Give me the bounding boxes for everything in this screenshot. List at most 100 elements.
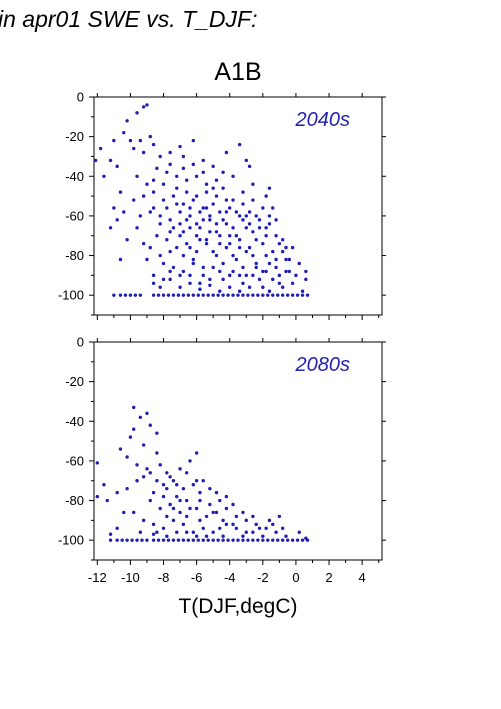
data-point [251, 530, 255, 534]
data-point [218, 526, 222, 530]
data-point [120, 538, 124, 542]
x-tick-label: 0 [292, 570, 299, 585]
data-point [135, 111, 139, 115]
data-point [267, 261, 272, 266]
data-point [118, 447, 123, 451]
data-point [108, 158, 113, 163]
data-point [274, 234, 278, 238]
data-point [204, 241, 209, 246]
data-point [221, 293, 225, 297]
data-point [271, 206, 275, 210]
data-point [194, 479, 199, 483]
data-point [208, 283, 212, 287]
data-point [102, 482, 106, 487]
data-point [108, 532, 113, 536]
data-point [267, 222, 272, 226]
data-point [264, 526, 268, 530]
y-tick-label: 0 [77, 90, 84, 105]
y-tick-label: -100 [58, 288, 84, 303]
data-point [274, 265, 278, 270]
data-point [178, 467, 182, 471]
data-point [211, 510, 215, 515]
data-point [178, 498, 182, 503]
plot-frame [93, 341, 383, 561]
data-point [138, 415, 143, 420]
data-point [254, 265, 258, 270]
data-point [304, 269, 308, 274]
data-point [216, 293, 220, 297]
data-point [115, 538, 119, 542]
data-point [125, 486, 129, 491]
data-point [211, 164, 215, 169]
y-tick-label: -20 [65, 374, 84, 389]
data-point [241, 281, 245, 285]
data-point [267, 214, 272, 218]
data-point [168, 475, 172, 479]
data-point [251, 293, 255, 297]
data-point [181, 154, 186, 159]
data-point [271, 538, 275, 542]
x-tick-label: -10 [121, 570, 140, 585]
data-point [198, 490, 202, 495]
data-point [130, 538, 134, 542]
data-point [224, 494, 229, 499]
data-point [274, 530, 278, 534]
data-point [214, 230, 219, 234]
data-point [112, 206, 116, 210]
data-point [165, 170, 169, 175]
data-point [244, 530, 248, 534]
scenario-label: A1B [214, 58, 262, 86]
x-tick-label: -4 [224, 570, 236, 585]
data-point [125, 119, 129, 123]
data-point [287, 257, 292, 262]
data-point [198, 518, 202, 523]
data-point [267, 518, 272, 523]
data-point [198, 237, 202, 242]
data-point [290, 281, 295, 285]
data-point [95, 494, 100, 499]
data-point [231, 538, 235, 542]
data-point [155, 431, 159, 435]
data-point [237, 273, 242, 278]
data-point [204, 237, 209, 242]
data-point [158, 154, 162, 159]
data-point [155, 166, 159, 171]
data-point [294, 273, 298, 278]
data-point [168, 230, 172, 234]
x-tick-label: -8 [158, 570, 170, 585]
data-point [102, 174, 106, 178]
data-point [184, 530, 189, 534]
data-point [171, 226, 176, 230]
data-point [254, 522, 258, 527]
data-point [175, 494, 179, 499]
data-point [201, 526, 205, 530]
data-point [241, 538, 245, 542]
data-point [186, 293, 191, 297]
data-point [135, 174, 139, 178]
y-tick-label: -60 [65, 208, 84, 223]
data-point [214, 222, 219, 226]
data-point [125, 237, 129, 242]
data-point [201, 265, 205, 270]
data-point [218, 269, 222, 274]
data-point [290, 293, 295, 297]
data-point [228, 285, 232, 289]
data-point [188, 245, 192, 250]
data-point [188, 214, 192, 218]
data-point [226, 538, 230, 542]
data-point [151, 142, 156, 147]
data-point [141, 518, 146, 523]
data-point [280, 526, 285, 530]
data-point [241, 202, 245, 206]
data-point [151, 532, 156, 536]
data-point [132, 146, 136, 151]
data-point [224, 222, 229, 226]
data-point [151, 281, 156, 285]
data-point [211, 265, 215, 270]
data-point [241, 218, 245, 222]
data-point [228, 273, 232, 278]
data-point [168, 502, 172, 507]
data-point [224, 150, 229, 155]
data-point [231, 502, 235, 507]
data-point [241, 190, 245, 194]
